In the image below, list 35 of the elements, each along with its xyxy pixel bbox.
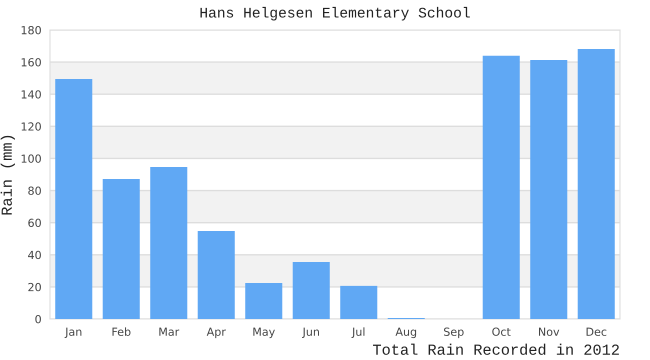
bar	[198, 231, 235, 319]
y-tick-label: 40	[28, 250, 41, 260]
x-tick-label: Jun	[302, 328, 319, 338]
x-tick-label: Mar	[159, 328, 180, 336]
y-axis-title: Rain (mm)	[0, 136, 15, 215]
bar	[530, 60, 568, 319]
y-tick-label: 120	[22, 122, 41, 131]
y-tick-label: 60	[28, 218, 41, 228]
bar	[245, 283, 282, 319]
bar	[102, 178, 140, 319]
x-tick-label: Jan	[64, 328, 82, 338]
y-tick-label: 0	[35, 314, 41, 324]
y-tick-label: 100	[22, 154, 41, 163]
y-tick-label: 160	[22, 58, 41, 66]
x-tick-label: Feb	[112, 327, 130, 336]
bar	[340, 286, 378, 319]
x-tick-label: Apr	[206, 328, 226, 338]
x-tick-label: Sep	[444, 328, 464, 338]
bar	[292, 262, 330, 319]
x-tick-label: Oct	[492, 328, 511, 336]
y-tick-label: 20	[28, 282, 41, 292]
bar	[55, 78, 92, 319]
bar	[150, 166, 188, 319]
x-tick-label: Nov	[538, 328, 560, 336]
x-tick-label: May	[253, 328, 275, 338]
bar	[482, 56, 520, 319]
y-tick-label: 180	[22, 26, 41, 34]
y-tick-label: 80	[28, 186, 41, 195]
x-tick-label: Jul	[351, 327, 364, 338]
x-tick-label: Dec	[586, 328, 606, 336]
bar	[578, 48, 615, 319]
chart-title: Hans Helgesen Elementary School	[200, 6, 470, 21]
x-axis-title: Total Rain Recorded in 2012	[373, 344, 619, 355]
x-tick-label: Aug	[395, 328, 416, 338]
y-tick-label: 140	[22, 90, 41, 99]
